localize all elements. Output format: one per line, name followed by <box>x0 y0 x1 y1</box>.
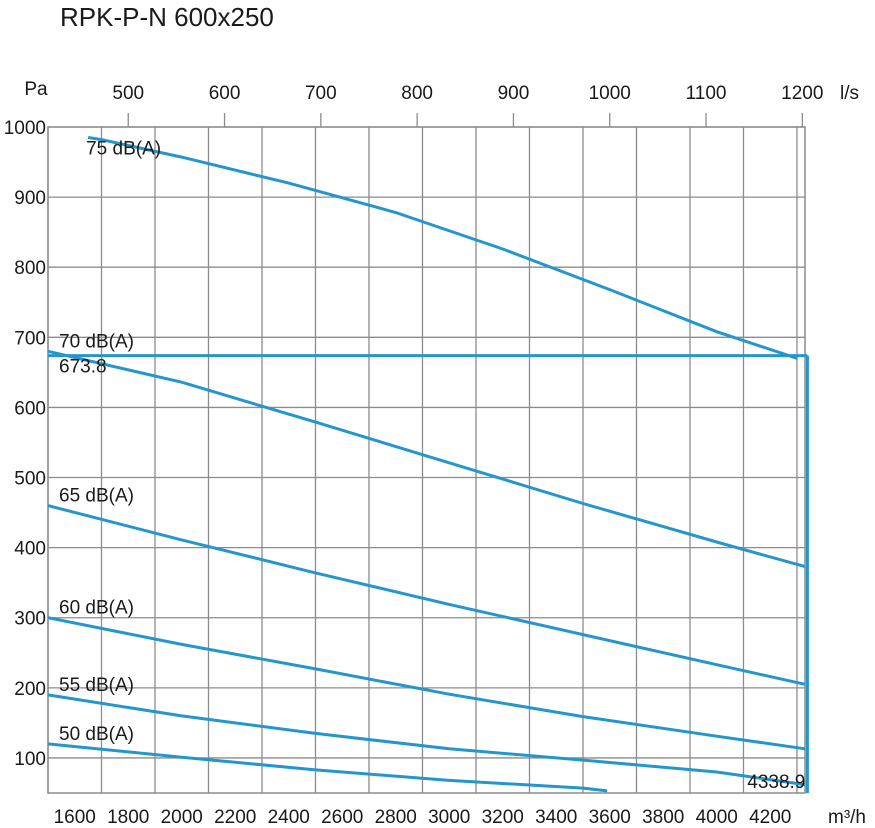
x-tick-label: 1800 <box>107 807 149 828</box>
y-tick-label: 1000 <box>4 118 46 139</box>
x-tick-label: 2200 <box>214 807 256 828</box>
x-tick-label: 3400 <box>535 807 577 828</box>
series-line <box>47 742 608 793</box>
x2-tick-label: 1000 <box>589 83 631 104</box>
y-tick-label: 700 <box>14 328 46 349</box>
x-tick-label: 2400 <box>268 807 310 828</box>
plot-frame <box>47 126 806 794</box>
x-tick-label: 2800 <box>375 807 417 828</box>
x2-tick-label: 900 <box>498 83 530 104</box>
series-line <box>87 136 798 360</box>
y-tick-label: 800 <box>14 258 46 279</box>
series-line <box>47 349 806 569</box>
x-tick-label: 4200 <box>749 807 791 828</box>
x2-tick-label: 500 <box>112 83 144 104</box>
y-tick-label: 400 <box>14 539 46 560</box>
x2-tick-label: 700 <box>305 83 337 104</box>
series-label: 50 dB(A) <box>59 724 134 745</box>
x2-tick-label: 1200 <box>781 83 823 104</box>
operating-point-x-label: 4338.9 <box>747 772 805 793</box>
y-tick-label: 500 <box>14 469 46 490</box>
series-label: 60 dB(A) <box>59 598 134 619</box>
series-label: 70 dB(A) <box>59 331 134 352</box>
series-line <box>47 693 806 787</box>
x-tick-label: 3000 <box>428 807 470 828</box>
y-tick-label: 200 <box>14 679 46 700</box>
x-tick-label: 3200 <box>482 807 524 828</box>
x-tick-label: 4000 <box>696 807 738 828</box>
series-label: 55 dB(A) <box>59 675 134 696</box>
x2-tick-label: 1100 <box>686 83 727 104</box>
series-line <box>47 616 806 751</box>
y-unit-label: Pa <box>24 79 48 100</box>
series-label: 75 dB(A) <box>86 139 161 160</box>
x-tick-label: 3800 <box>642 807 684 828</box>
series-label: 65 dB(A) <box>59 486 134 507</box>
x-tick-label: 2000 <box>161 807 203 828</box>
y-tick-label: 100 <box>14 749 46 770</box>
x-tick-label: 2600 <box>321 807 363 828</box>
curve-labels: 75 dB(A) 70 dB(A) 65 dB(A) 60 dB(A) 55 dB(A)… <box>59 139 805 793</box>
x-unit-label: m³/h <box>828 807 866 828</box>
operating-point <box>48 354 809 793</box>
tick-labels: 100 200 300 400 500 600 700 800 900 1000 1600 1800 2… <box>4 83 824 828</box>
y-tick-label: 900 <box>14 188 46 209</box>
operating-point-y-label: 673.8 <box>59 357 107 378</box>
grid <box>47 113 806 794</box>
x-tick-label: 1600 <box>54 807 96 828</box>
x2-unit-label: l/s <box>840 83 859 104</box>
y-tick-label: 600 <box>14 398 46 419</box>
chart-title: RPK-P-N 600x250 <box>60 2 274 32</box>
x-tick-label: 3600 <box>589 807 631 828</box>
x2-tick-label: 600 <box>209 83 241 104</box>
series-line <box>47 504 806 686</box>
y-tick-label: 300 <box>14 609 46 630</box>
x2-tick-label: 800 <box>401 83 433 104</box>
curves <box>47 136 806 793</box>
